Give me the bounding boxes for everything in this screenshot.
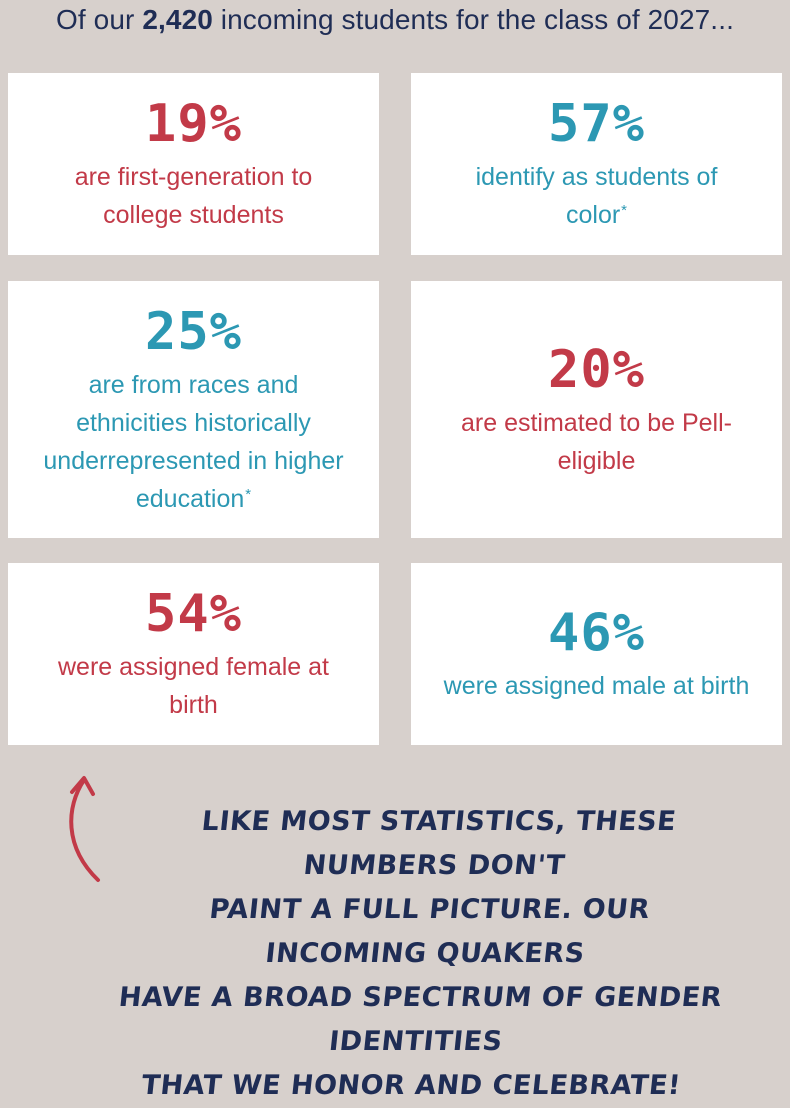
stat-card-underrepresented: 25% are from races and ethnicities histo…	[8, 281, 379, 538]
stat-description: were assigned male at birth	[444, 667, 750, 705]
stat-description-line: are from races and	[88, 370, 299, 399]
stat-description-line: identify as students of	[475, 163, 718, 191]
stat-description-line: color	[565, 201, 621, 229]
stat-percent: 20%	[548, 339, 645, 400]
stat-description: identify as students of color*	[476, 158, 718, 234]
stat-description-line: birth	[169, 691, 218, 719]
stat-description-line: college students	[103, 201, 284, 229]
stat-description: were assigned female at birth	[58, 648, 329, 724]
stat-card-first-generation: 19% are first-generation to college stud…	[8, 73, 379, 255]
closing-note: LIKE MOST STATISTICS, THESE NUMBERS DON'…	[104, 800, 746, 1108]
stat-description-line: ethnicities historically	[76, 408, 311, 437]
stat-description-line: were assigned male at birth	[443, 672, 750, 700]
stat-description-line: eligible	[557, 446, 636, 475]
stat-description-line: education	[135, 484, 245, 513]
stat-percent: 46%	[548, 603, 645, 663]
stat-card-assigned-male: 46% were assigned male at birth	[411, 563, 782, 745]
headline-prefix: Of our	[56, 4, 143, 35]
headline: Of our 2,420 incoming students for the c…	[0, 4, 790, 36]
stat-card-pell-eligible: 20% are estimated to be Pell- eligible	[411, 281, 782, 538]
stat-card-students-of-color: 57% identify as students of color*	[411, 73, 782, 255]
stat-description-line: underrepresented in higher	[43, 446, 344, 475]
stat-percent: 25%	[145, 301, 242, 362]
footnote-asterisk: *	[621, 202, 628, 219]
stat-description: are from races and ethnicities historica…	[43, 366, 343, 518]
note-line: HAVE A BROAD SPECTRUM OF GENDER IDENTITI…	[117, 982, 724, 1057]
curved-arrow-up-icon	[69, 776, 100, 882]
stat-description: are estimated to be Pell- eligible	[461, 404, 732, 480]
footnote-asterisk: *	[245, 485, 252, 503]
headline-suffix: incoming students for the class of 2027.…	[212, 4, 734, 35]
note-line: LIKE MOST STATISTICS, THESE NUMBERS DON'…	[200, 806, 678, 881]
stat-description-line: were assigned female at	[58, 653, 329, 681]
stat-description-line: are estimated to be Pell-	[461, 408, 732, 437]
stat-description: are first-generation to college students	[75, 158, 313, 234]
note-line: PAINT A FULL PICTURE. OUR INCOMING QUAKE…	[207, 894, 652, 969]
stat-percent: 57%	[548, 94, 645, 154]
note-line: THAT WE HONOR AND CELEBRATE!	[139, 1070, 683, 1101]
stat-percent: 54%	[145, 584, 242, 644]
headline-count: 2,420	[142, 4, 213, 35]
stat-description-line: are first-generation to	[74, 163, 313, 191]
stat-card-assigned-female: 54% were assigned female at birth	[8, 563, 379, 745]
stat-percent: 19%	[145, 94, 242, 154]
